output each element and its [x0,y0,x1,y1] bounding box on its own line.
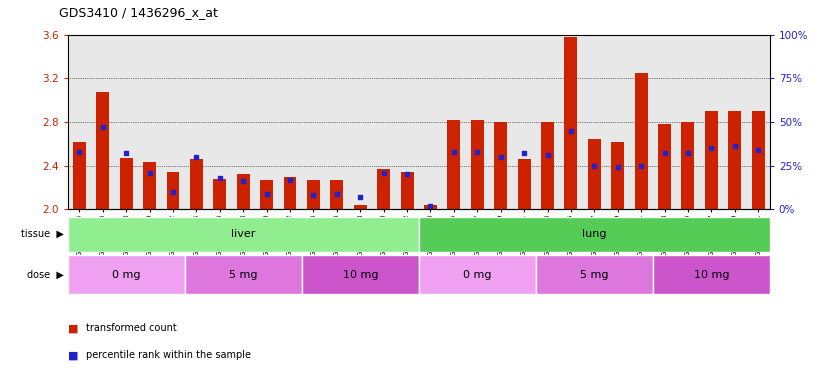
Bar [213,179,226,209]
Text: 10 mg: 10 mg [343,270,378,280]
Bar [471,120,484,209]
Text: dose  ▶: dose ▶ [26,270,64,280]
Bar [634,73,648,209]
Bar [97,93,109,209]
Bar [237,174,249,209]
Bar [307,180,320,209]
Bar [401,172,414,209]
Text: percentile rank within the sample: percentile rank within the sample [86,350,251,360]
Text: 5 mg: 5 mg [580,270,609,280]
Bar [705,111,718,209]
Text: tissue  ▶: tissue ▶ [21,229,64,239]
Bar [185,255,301,294]
Bar [494,122,507,209]
Text: ■: ■ [68,323,78,333]
Bar [541,122,554,209]
Text: 0 mg: 0 mg [112,270,140,280]
Bar [143,162,156,209]
Bar [658,124,671,209]
Bar [448,120,460,209]
Bar [536,255,653,294]
Text: ■: ■ [68,350,78,360]
Text: 5 mg: 5 mg [229,270,258,280]
Bar [729,111,741,209]
Bar [653,255,770,294]
Bar [301,255,419,294]
Bar [518,159,530,209]
Bar [611,142,624,209]
Bar [419,217,770,252]
Bar [377,169,390,209]
Bar [167,172,179,209]
Bar [588,139,601,209]
Bar [260,180,273,209]
Bar [681,122,695,209]
Text: transformed count: transformed count [86,323,177,333]
Text: liver: liver [231,229,255,239]
Bar [564,37,577,209]
Bar [752,111,765,209]
Text: 0 mg: 0 mg [463,270,491,280]
Text: 10 mg: 10 mg [694,270,729,280]
Bar [419,255,536,294]
Bar [190,159,203,209]
Bar [330,180,344,209]
Bar [120,158,133,209]
Bar [283,177,297,209]
Bar [68,255,185,294]
Bar [73,142,86,209]
Bar [68,217,419,252]
Bar [424,205,437,209]
Text: lung: lung [582,229,606,239]
Text: GDS3410 / 1436296_x_at: GDS3410 / 1436296_x_at [59,6,218,19]
Bar [354,205,367,209]
